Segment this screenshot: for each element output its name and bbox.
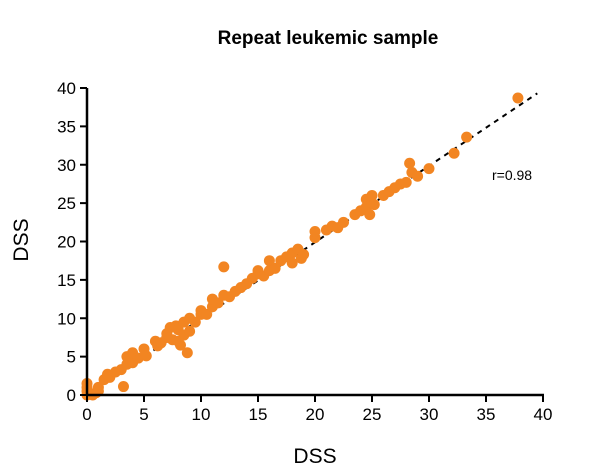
y-tick-label: 40 xyxy=(57,79,76,98)
data-point xyxy=(218,261,230,273)
data-point xyxy=(309,226,321,238)
correlation-annotation: r=0.98 xyxy=(492,167,532,183)
data-point xyxy=(400,176,412,188)
data-point xyxy=(269,262,281,274)
data-point xyxy=(181,347,193,359)
y-tick-label: 30 xyxy=(57,156,76,175)
data-point xyxy=(201,308,213,320)
x-tick-label: 30 xyxy=(420,405,439,424)
x-tick-label: 0 xyxy=(82,405,91,424)
data-point xyxy=(184,325,196,337)
data-point xyxy=(212,297,224,309)
data-point xyxy=(412,170,424,182)
data-point xyxy=(368,199,380,211)
data-point xyxy=(448,147,460,159)
y-tick-label: 10 xyxy=(57,309,76,328)
data-point xyxy=(92,381,104,393)
axes-group: 0 5 10 15 20 25 30 35 40 0 5 10 15 20 25 30 35 40 xyxy=(57,79,552,424)
y-tick-label: 25 xyxy=(57,194,76,213)
data-point xyxy=(404,157,416,169)
x-tick-label: 15 xyxy=(249,405,268,424)
y-tick-label: 0 xyxy=(67,386,76,405)
x-tick-label: 10 xyxy=(192,405,211,424)
chart-title: Repeat leukemic sample xyxy=(218,28,439,49)
data-point xyxy=(140,350,152,362)
y-axis-label: DSS xyxy=(10,218,33,261)
x-axis-label: DSS xyxy=(293,445,336,468)
x-tick-label: 25 xyxy=(363,405,382,424)
x-tick-label: 35 xyxy=(477,405,496,424)
x-tick-label: 20 xyxy=(306,405,325,424)
data-point xyxy=(174,339,186,351)
y-tick-label: 35 xyxy=(57,117,76,136)
data-point xyxy=(461,131,473,143)
y-tick-label: 20 xyxy=(57,233,76,252)
x-tick-label: 5 xyxy=(139,405,148,424)
data-point xyxy=(512,92,524,104)
y-tick-label: 5 xyxy=(67,348,76,367)
data-point xyxy=(189,316,201,328)
data-point xyxy=(117,381,129,393)
data-point xyxy=(364,209,376,221)
data-point xyxy=(286,257,298,269)
data-point xyxy=(366,189,378,201)
data-point xyxy=(423,163,435,175)
points-group xyxy=(81,92,524,401)
x-tick-label: 40 xyxy=(534,405,553,424)
data-point xyxy=(298,249,310,261)
data-point xyxy=(263,255,275,267)
y-tick-label: 15 xyxy=(57,271,76,290)
data-point xyxy=(338,216,349,228)
